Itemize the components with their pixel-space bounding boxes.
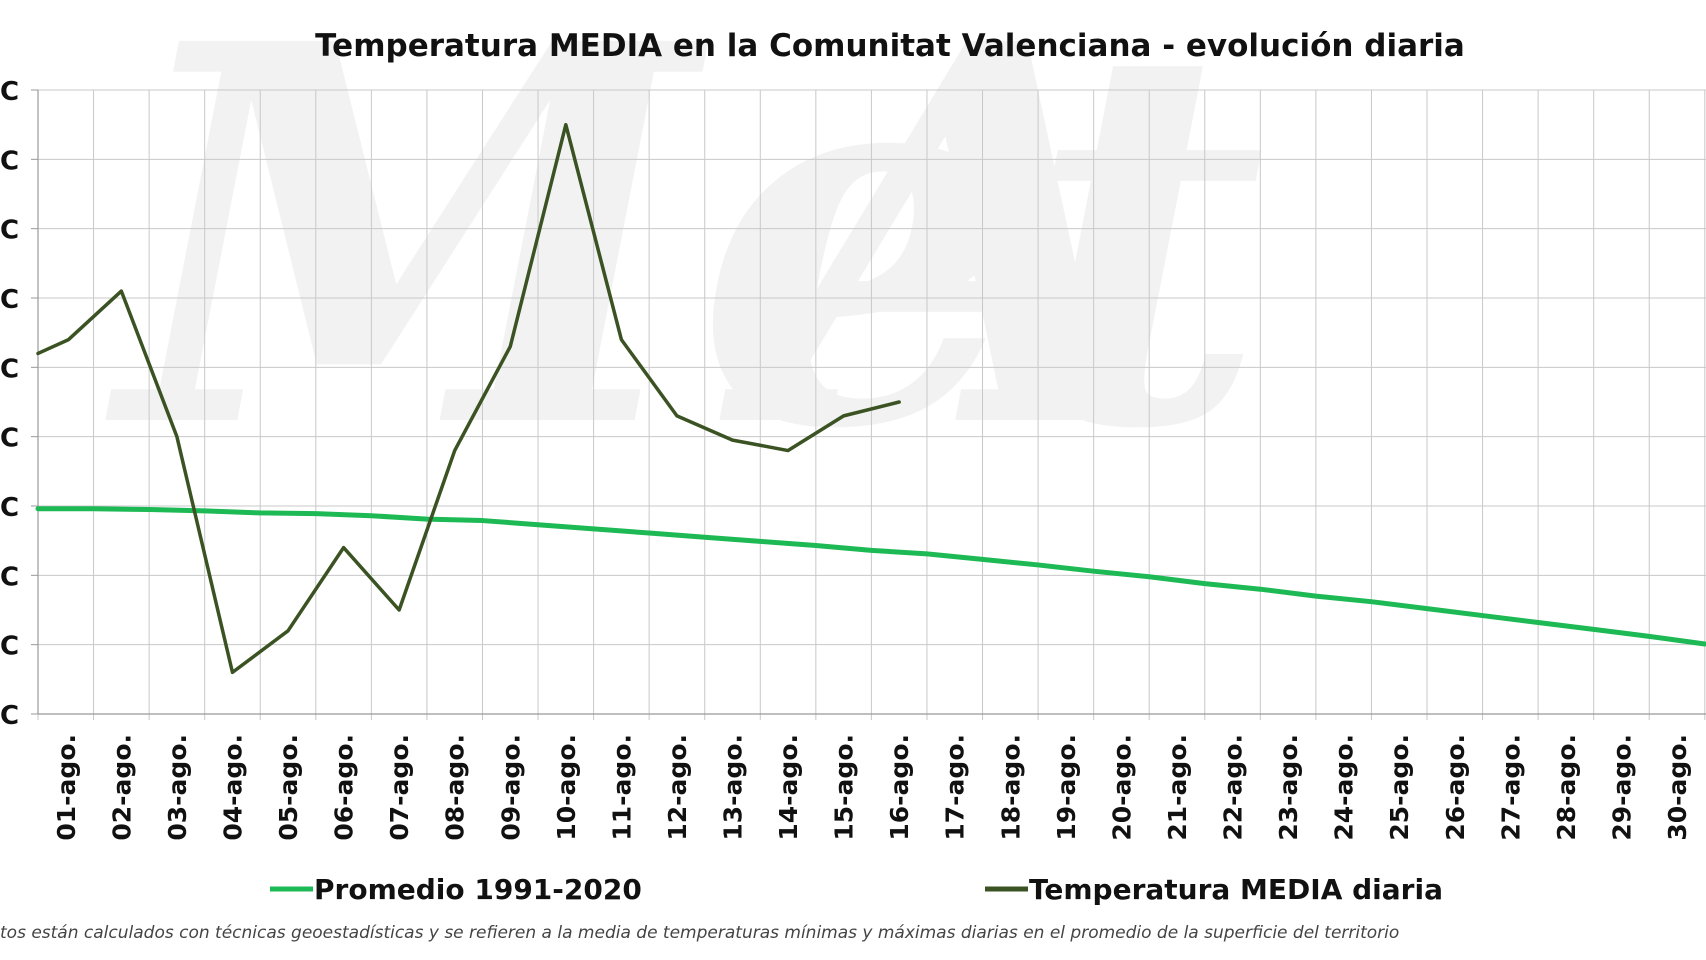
grid: [31, 89, 1706, 720]
y-axis-ticks: C C C C C C C C C C: [0, 77, 19, 731]
legend: Promedio 1991-2020 Temperatura MEDIA dia…: [270, 873, 1443, 906]
y-tick-label: C: [0, 493, 19, 523]
x-axis-ticks: 01-ago. 02-ago. 03-ago. 04-ago. 05-ago. 06-ag…: [52, 734, 1692, 841]
footnote: tos están calculados con técnicas geoest…: [0, 923, 1399, 943]
x-tick-label: 27-ago.: [1496, 734, 1525, 841]
series-lines: [35, 122, 1706, 675]
x-tick-label: 20-ago.: [1107, 734, 1136, 841]
x-tick-label: 18-ago.: [996, 734, 1025, 841]
x-tick-label: 07-ago.: [385, 734, 414, 841]
y-tick-label: C: [0, 424, 19, 454]
legend-label-media: Temperatura MEDIA diaria: [1029, 873, 1443, 906]
x-tick-label: 01-ago.: [52, 734, 81, 841]
x-tick-label: 25-ago.: [1385, 734, 1414, 841]
svg-text:A: A: [719, 0, 1163, 543]
x-tick-label: 29-ago.: [1607, 734, 1636, 841]
x-tick-label: 06-ago.: [330, 734, 359, 841]
y-tick-label: C: [0, 216, 19, 246]
x-tick-label: 10-ago.: [552, 734, 581, 841]
x-tick-label: 16-ago.: [885, 734, 914, 841]
x-tick-label: 14-ago.: [774, 734, 803, 841]
x-tick-label: 08-ago.: [441, 734, 470, 841]
x-tick-label: 23-ago.: [1274, 734, 1303, 841]
series-line-promedio: [35, 506, 1706, 647]
y-tick-label: C: [0, 77, 19, 107]
x-tick-label: 11-ago.: [607, 734, 636, 841]
x-tick-label: 05-ago.: [274, 734, 303, 841]
x-tick-label: 15-ago.: [830, 734, 859, 841]
x-tick-label: 19-ago.: [1052, 734, 1081, 841]
x-tick-label: 26-ago.: [1441, 734, 1470, 841]
y-tick-label: C: [0, 285, 19, 315]
x-tick-label: 24-ago.: [1330, 734, 1359, 841]
x-tick-label: 09-ago.: [496, 734, 525, 841]
x-tick-label: 12-ago.: [663, 734, 692, 841]
y-tick-label: C: [0, 146, 19, 176]
x-tick-label: 30-ago.: [1663, 734, 1692, 841]
x-tick-label: 03-ago.: [163, 734, 192, 841]
y-tick-label: C: [0, 701, 19, 731]
x-tick-label: 13-ago.: [719, 734, 748, 841]
chart-title: Temperatura MEDIA en la Comunitat Valenc…: [315, 28, 1465, 64]
watermark: Met A: [104, 0, 1267, 543]
y-tick-label: C: [0, 632, 19, 662]
x-tick-label: 04-ago.: [218, 734, 247, 841]
x-tick-label: 02-ago.: [107, 734, 136, 841]
x-tick-label: 28-ago.: [1552, 734, 1581, 841]
y-tick-label: C: [0, 562, 19, 592]
series-line-media-diaria: [36, 122, 901, 675]
x-tick-label: 22-ago.: [1219, 734, 1248, 841]
legend-label-promedio: Promedio 1991-2020: [314, 873, 642, 906]
y-tick-label: C: [0, 354, 19, 384]
x-tick-label: 17-ago.: [941, 734, 970, 841]
x-tick-label: 21-ago.: [1163, 734, 1192, 841]
